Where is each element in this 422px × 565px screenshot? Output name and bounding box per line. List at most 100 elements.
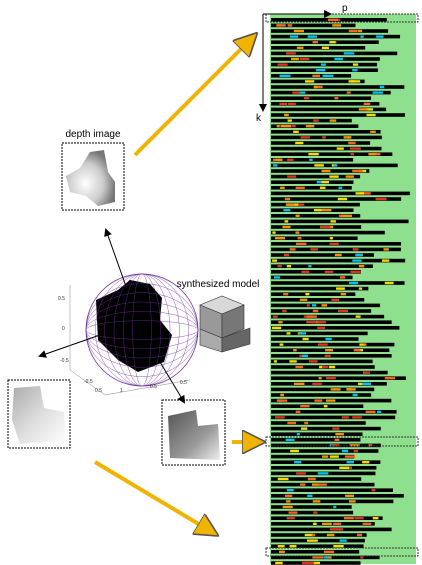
- feature-row: [271, 180, 353, 184]
- feature-spot: [302, 271, 310, 273]
- feature-spot: [322, 47, 329, 49]
- feature-spot: [336, 528, 344, 530]
- feature-spot: [295, 366, 303, 368]
- feature-spot: [318, 483, 327, 485]
- feature-spot: [347, 91, 351, 93]
- feature-row: [271, 511, 353, 515]
- feature-spot: [290, 248, 296, 250]
- feature-spot: [314, 399, 322, 401]
- feature-spot: [314, 86, 317, 88]
- feature-spot: [341, 293, 346, 295]
- feature-spot: [298, 237, 302, 239]
- feature-spot: [331, 299, 339, 301]
- feature-spot: [373, 91, 383, 93]
- feature-spot: [337, 147, 344, 149]
- feature-row: [271, 320, 392, 324]
- feature-spot: [348, 142, 355, 144]
- feature-spot: [286, 203, 295, 205]
- axis-tick-label: 0: [62, 326, 65, 332]
- axis-tick-label: 1: [120, 388, 123, 394]
- feature-spot: [347, 136, 350, 138]
- feature-row: [271, 46, 365, 50]
- feature-spot: [275, 416, 285, 418]
- feature-spot: [320, 187, 326, 189]
- feature-spot: [329, 175, 338, 177]
- feature-row: [271, 85, 404, 89]
- feature-row: [271, 270, 361, 274]
- feature-spot: [350, 271, 360, 273]
- feature-spot: [277, 24, 285, 26]
- feature-spot: [273, 315, 278, 317]
- feature-spot: [273, 164, 277, 166]
- feature-spot: [287, 422, 296, 424]
- feature-spot: [306, 125, 314, 127]
- feature-spot: [363, 523, 372, 525]
- feature-spot: [295, 231, 299, 233]
- feature-spot: [341, 215, 352, 217]
- feature-spot: [352, 259, 361, 261]
- feature-spot: [305, 80, 314, 82]
- feature-spot: [363, 343, 366, 345]
- feature-row: [271, 360, 373, 364]
- feature-spot: [328, 19, 338, 21]
- feature-row: [271, 371, 388, 375]
- feature-row: [271, 57, 380, 61]
- feature-spot: [293, 349, 296, 351]
- feature-spot: [310, 248, 318, 250]
- feature-row: [271, 130, 381, 134]
- feature-spot: [367, 114, 376, 116]
- feature-spot: [380, 86, 384, 88]
- feature-spot: [288, 103, 296, 105]
- feature-row: [271, 416, 395, 420]
- feature-spot: [313, 41, 318, 43]
- feature-spot: [356, 192, 364, 194]
- feature-row: [271, 444, 381, 448]
- feature-spot: [326, 377, 336, 379]
- feature-row: [271, 192, 410, 196]
- feature-spot: [339, 467, 349, 469]
- feature-spot: [360, 35, 363, 37]
- feature-spot: [287, 332, 291, 334]
- feature-spot: [272, 327, 281, 329]
- feature-spot: [313, 119, 318, 121]
- feature-spot: [300, 332, 306, 334]
- feature-spot: [278, 265, 282, 267]
- feature-spot: [292, 91, 300, 93]
- feature-spot: [364, 371, 370, 373]
- feature-spot: [352, 69, 357, 71]
- feature-spot: [280, 75, 291, 77]
- feature-spot: [352, 170, 362, 172]
- feature-row: [271, 449, 378, 453]
- feature-spot: [293, 131, 299, 133]
- feature-spot: [353, 63, 358, 65]
- feature-spot: [279, 551, 285, 553]
- feature-spot: [317, 321, 326, 323]
- feature-spot: [382, 259, 389, 261]
- feature-spot: [368, 153, 375, 155]
- feature-spot: [321, 181, 330, 183]
- feature-spot: [345, 495, 354, 497]
- p-label: p: [342, 3, 348, 14]
- feature-spot: [286, 500, 290, 502]
- feature-spot: [274, 360, 277, 362]
- feature-row: [271, 119, 352, 123]
- feature-spot: [344, 517, 354, 519]
- feature-spot: [300, 58, 309, 60]
- feature-spot: [308, 265, 311, 267]
- feature-spot: [284, 114, 289, 116]
- feature-spot: [300, 405, 309, 407]
- feature-spot: [302, 562, 312, 564]
- feature-row: [271, 455, 354, 459]
- feature-spot: [376, 198, 387, 200]
- axis-tick-label: 0.5: [180, 380, 187, 386]
- feature-spot: [384, 248, 389, 250]
- feature-spot: [278, 545, 285, 547]
- feature-spot: [274, 276, 280, 278]
- feature-spot: [280, 343, 284, 345]
- feature-spot: [333, 523, 341, 525]
- feature-spot: [322, 366, 328, 368]
- feature-row: [271, 102, 379, 106]
- feature-spot: [272, 259, 277, 261]
- feature-row: [271, 466, 376, 470]
- feature-spot: [325, 349, 333, 351]
